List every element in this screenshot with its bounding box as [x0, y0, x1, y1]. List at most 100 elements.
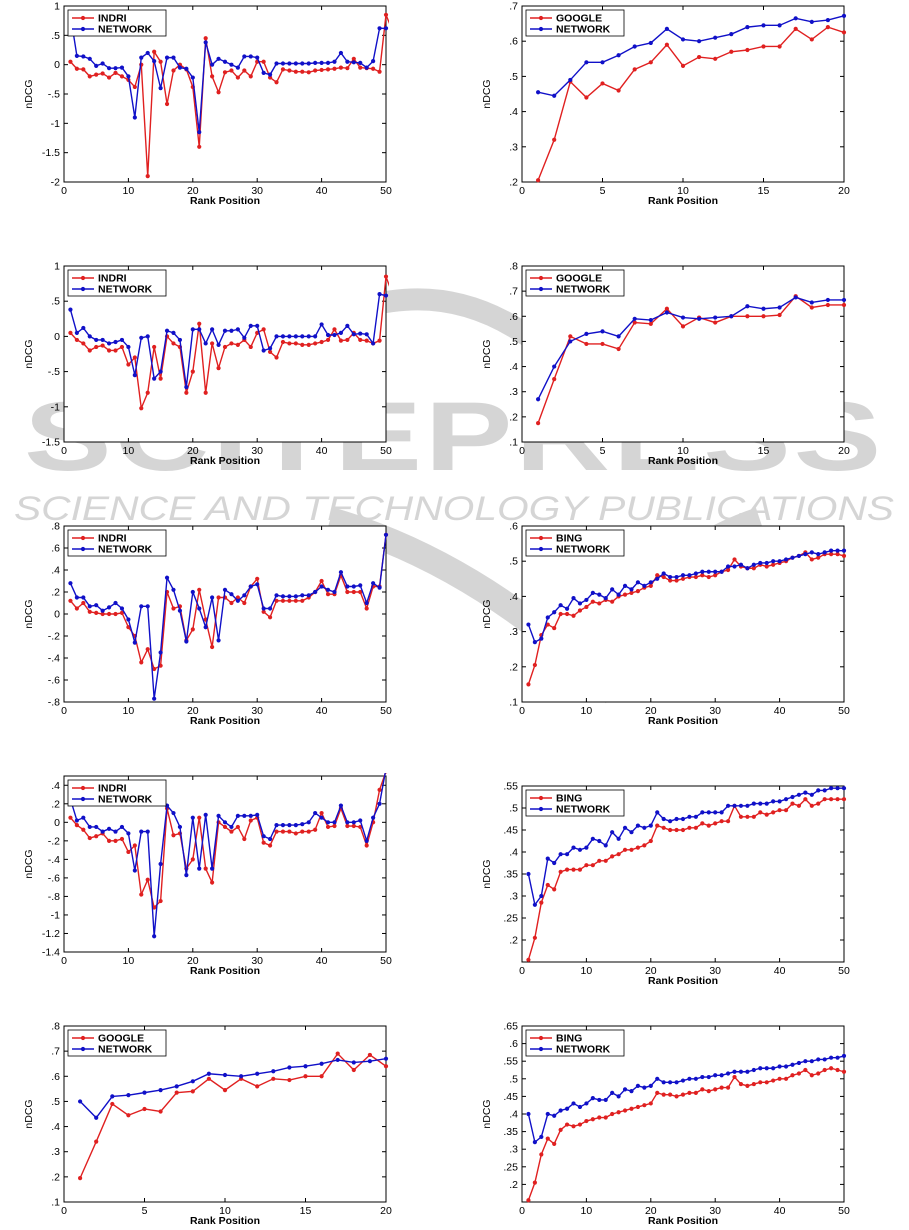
data-point [313, 827, 318, 832]
data-point [81, 325, 86, 331]
data-point [803, 1059, 808, 1064]
data-point [725, 567, 731, 573]
data-point [261, 327, 266, 332]
x-tick-label: 5 [600, 445, 606, 457]
x-axis-label: Rank Position [190, 965, 260, 977]
data-point [274, 829, 279, 834]
x-tick-label: 40 [774, 965, 786, 977]
data-point [629, 1089, 634, 1094]
data-point [616, 88, 621, 93]
data-point [306, 820, 311, 825]
data-point [590, 1096, 595, 1101]
data-point [732, 803, 737, 808]
data-point [364, 606, 369, 611]
data-point [764, 801, 769, 806]
data-point [661, 571, 666, 576]
data-point [338, 330, 344, 335]
data-point [184, 873, 189, 878]
data-point [648, 580, 653, 585]
y-tick-label: 0 [54, 331, 60, 343]
x-tick-label: 10 [123, 185, 135, 197]
data-point [332, 332, 337, 338]
data-point [680, 827, 686, 833]
data-point [384, 773, 388, 774]
data-point [293, 598, 298, 603]
data-point [384, 766, 388, 770]
data-point [558, 611, 563, 617]
data-point [632, 44, 637, 49]
data-point [558, 1108, 563, 1113]
x-tick-label: 10 [677, 185, 689, 197]
data-point [668, 827, 673, 833]
data-point [635, 1083, 641, 1088]
data-point [616, 53, 621, 58]
data-point [177, 337, 183, 343]
data-point [584, 341, 589, 347]
data-point [229, 824, 234, 830]
data-point [632, 316, 637, 321]
data-point [545, 856, 550, 861]
data-point [635, 845, 641, 850]
data-point [293, 822, 298, 828]
data-point [74, 822, 79, 828]
data-point [642, 843, 647, 848]
data-point [841, 786, 847, 791]
data-point [371, 581, 376, 586]
x-tick-label: 30 [251, 185, 263, 197]
x-axis-label: Rank Position [190, 715, 260, 727]
data-point [74, 330, 79, 335]
data-point [616, 346, 621, 352]
data-point [267, 346, 273, 351]
data-point [280, 334, 286, 339]
data-point [377, 26, 382, 31]
y-axis-label: nDCG [481, 859, 493, 888]
data-point [152, 59, 157, 64]
data-point [777, 808, 782, 813]
data-point [171, 68, 176, 73]
x-tick-label: 30 [251, 955, 263, 967]
x-axis-label: Rank Position [190, 455, 260, 467]
data-point [383, 293, 389, 298]
data-point [255, 582, 260, 587]
data-point [313, 334, 318, 339]
y-tick-label: .65 [503, 1021, 518, 1033]
data-point [571, 613, 576, 618]
data-point [377, 338, 382, 343]
data-point [139, 829, 144, 834]
data-point [825, 297, 830, 303]
data-point [697, 316, 702, 321]
data-point [248, 344, 253, 350]
x-tick-label: 10 [581, 965, 593, 977]
data-point [526, 682, 531, 687]
data-point [668, 578, 673, 583]
data-point [680, 63, 686, 68]
data-point [841, 553, 847, 559]
legend-box [67, 779, 167, 807]
data-point [145, 334, 150, 339]
data-point [235, 65, 240, 70]
data-point [809, 557, 814, 562]
data-point [235, 598, 240, 603]
y-tick-label: .6 [51, 1071, 60, 1083]
legend-marker [538, 1046, 544, 1052]
y-tick-label: .7 [509, 1, 518, 13]
data-point [558, 603, 563, 608]
data-point [351, 820, 356, 825]
x-tick-label: 40 [316, 185, 328, 197]
data-point [664, 306, 669, 311]
data-point [700, 1087, 705, 1092]
data-point [255, 55, 260, 60]
data-point [841, 297, 847, 303]
data-point [809, 300, 814, 305]
data-point [377, 292, 382, 297]
data-point [603, 596, 608, 601]
data-point [687, 825, 692, 830]
data-point [590, 590, 595, 595]
chart-google-network-3: .1 .2 .3 .4 .5 .6 .7 .8 0 5 10 15 20 Rank Position nDC… [20, 1020, 400, 1230]
data-point [113, 70, 118, 75]
data-point [693, 1076, 698, 1081]
data-point [100, 608, 105, 613]
series-network [68, 766, 388, 939]
